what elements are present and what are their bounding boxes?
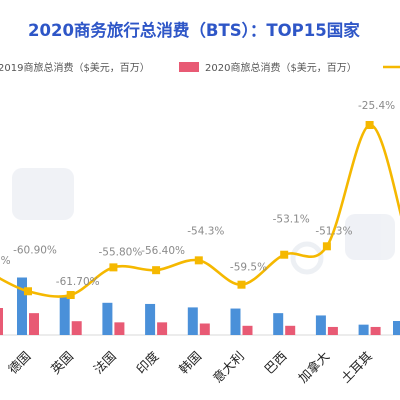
category-label-3: 印度 (133, 348, 162, 377)
bar-2020-1 (71, 321, 82, 335)
growth-label-5: -59.5% (230, 262, 267, 274)
growth-label-2: -55.80% (98, 246, 142, 258)
growth-marker-6 (280, 250, 289, 259)
category-label-5: 意大利 (210, 348, 247, 385)
watermark-logo (12, 168, 395, 275)
growth-label-4: -54.3% (187, 225, 224, 237)
category-label-8: 土耳其 (338, 348, 375, 385)
bar-2020-3 (157, 322, 168, 335)
bar-2019-1 (59, 297, 70, 335)
category-label-2: 法国 (91, 348, 119, 376)
bar-2020-2 (114, 322, 125, 335)
growth-marker-2 (109, 263, 118, 272)
growth-line (0, 123, 400, 298)
category-label-7: 加拿大 (295, 348, 332, 385)
growth-label-0: -60.90% (13, 244, 57, 256)
bar-2020-6 (285, 325, 296, 335)
legend-2020-swatch (179, 62, 199, 72)
category-label-6: 巴西 (261, 348, 289, 376)
growth-label-8: -25.4% (358, 100, 395, 112)
growth-marker-8 (365, 121, 374, 129)
bar-2019-edge (393, 321, 400, 335)
bar-2019-8 (358, 324, 369, 335)
bars-layer (0, 277, 400, 335)
category-label-4: 韩国 (176, 348, 204, 376)
bar-2020-0 (29, 313, 39, 335)
growth-marker-7 (322, 242, 331, 251)
category-label-0: 德国 (5, 348, 33, 376)
legend-2020-label: 2020商旅总消费（$美元，百万） (205, 61, 357, 74)
growth-marker-5 (237, 280, 246, 289)
labels-layer: -60.90% -61.70% -55.80%-56.40%-54.3% -59.5%… (13, 100, 395, 288)
bar-2020-5 (242, 325, 253, 335)
bar-2019-5 (230, 308, 241, 335)
bar-2019-3 (145, 303, 156, 335)
legend-2019-label: 2019商旅总消费（$美元，百万） (0, 61, 150, 74)
bar-2020-8 (370, 326, 381, 335)
bar-2020-4 (199, 323, 210, 335)
growth-label-7: -51.3% (315, 225, 352, 237)
edge-data-label: 0% (0, 255, 11, 267)
growth-label-1: -61.70% (56, 276, 100, 288)
bar-2019-7 (315, 315, 326, 335)
growth-marker-3 (152, 266, 161, 275)
growth-marker-4 (194, 256, 203, 265)
bar-2019-6 (273, 313, 284, 335)
line-layer (0, 121, 400, 299)
legend: 2019商旅总消费（$美元，百万） 2020商旅总消费（$美元，百万） (0, 61, 400, 74)
category-label-1: 英国 (48, 348, 76, 376)
chart-title: 2020商务旅行总消费（BTS）：TOP15国家 (28, 20, 360, 40)
growth-label-3: -56.40% (141, 245, 185, 257)
bar-2020-7 (327, 326, 338, 335)
growth-label-6: -53.1% (273, 214, 310, 226)
bar-2019-4 (187, 307, 198, 335)
bar-2019-2 (102, 302, 113, 335)
bar-2020-edge (0, 308, 3, 335)
growth-marker-0 (24, 287, 32, 296)
category-labels: 德国 英国 法国 印度 韩国 意大利 巴西 加拿大 土耳其 (5, 348, 375, 385)
bar-2019-0 (17, 277, 27, 335)
growth-marker-1 (66, 291, 75, 299)
